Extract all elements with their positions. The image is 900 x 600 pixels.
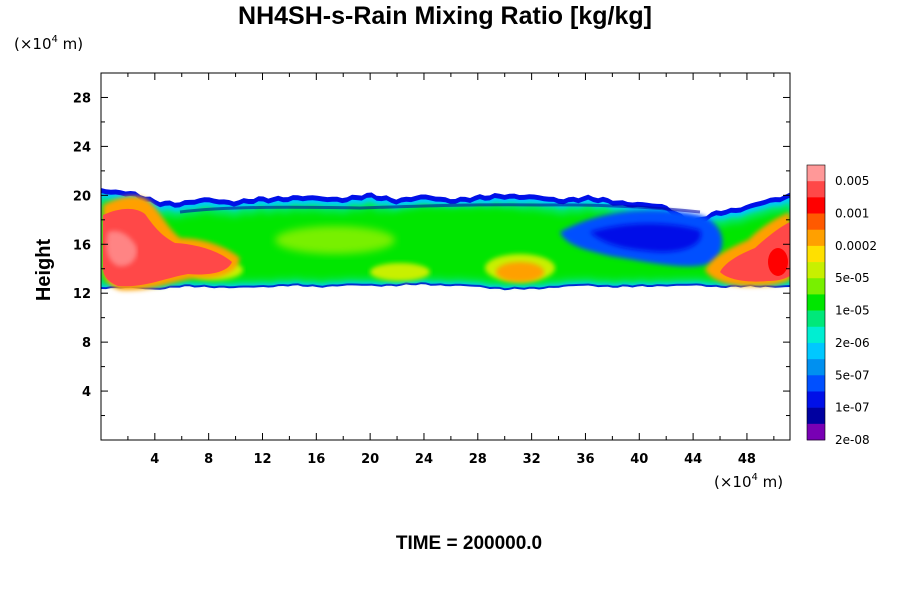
x-tick-label: 36 (576, 452, 594, 467)
colorbar-swatch (807, 181, 825, 198)
cloud-left-red (103, 208, 232, 287)
colorbar-swatch (807, 229, 825, 247)
x-tick-label: 8 (204, 452, 213, 467)
y-tick-label: 16 (73, 238, 91, 253)
y-tick-label: 8 (82, 336, 91, 351)
colorbar-swatch (807, 342, 825, 360)
colorbar-swatch (807, 423, 825, 441)
x-tick-label: 40 (630, 452, 648, 467)
colorbar-swatch (807, 375, 825, 392)
colorbar-frame (806, 164, 826, 441)
y-tick-label: 12 (73, 287, 91, 302)
time-label: TIME = 200000.0 (396, 533, 542, 554)
x-unit-exponent: 4 (752, 472, 758, 483)
cloud-top-fringe (179, 203, 701, 214)
y-tick-label: 20 (73, 189, 91, 204)
colorbar-swatch (807, 391, 825, 408)
colorbar-swatch (807, 310, 825, 328)
y-unit-base: (×10 (14, 35, 52, 53)
colorbar-swatch (807, 213, 825, 231)
cloud-deep-blue-region (590, 223, 701, 252)
x-unit-tail: m) (758, 473, 783, 491)
cloud-green-patch (385, 208, 525, 232)
colorbar-swatch (807, 407, 825, 425)
y-tick-label: 28 (73, 91, 91, 106)
colorbar-swatch (807, 278, 825, 295)
x-unit-base: (×10 (714, 473, 752, 491)
colorbar-swatch (807, 326, 825, 344)
colorbar-label: 0.005 (835, 174, 869, 188)
x-tick-label: 48 (738, 452, 756, 467)
cloud-right-core (768, 248, 788, 276)
x-tick-label: 28 (469, 452, 487, 467)
chart-title: NH4SH-s-Rain Mixing Ratio [kg/kg] (238, 2, 652, 30)
x-tick-label: 12 (253, 452, 271, 467)
colorbar-label: 2e-08 (835, 433, 870, 447)
x-tick-label: 20 (361, 452, 379, 467)
cloud-orange-patch (496, 262, 544, 282)
x-tick-label: 24 (415, 452, 433, 467)
plot-frame (100, 72, 791, 441)
colorbar-swatch (807, 165, 825, 182)
colorbar-label: 0.0002 (835, 239, 877, 253)
colorbar: 0.005 0.001 0.0002 5e-05 1e-05 2e-06 5e-07 1e-0… (806, 164, 877, 447)
y-axis-label: Height (33, 239, 55, 302)
x-axis-unit: (×104 m) (714, 472, 783, 491)
colorbar-swatch (807, 359, 825, 376)
x-tick-label: 4 (150, 452, 159, 467)
y-tick-label: 4 (82, 385, 91, 400)
y-unit-exponent: 4 (52, 34, 58, 45)
colorbar-label: 1e-07 (835, 401, 870, 415)
colorbar-swatch (807, 262, 825, 279)
x-axis-ticks: 4 8 12 16 20 24 28 32 36 40 44 48 (127, 73, 775, 467)
colorbar-label: 5e-05 (835, 271, 870, 285)
y-axis-ticks: 4 8 12 16 20 24 28 (73, 91, 790, 417)
cloud-yellow-patch (370, 263, 430, 281)
colorbar-label: 2e-06 (835, 336, 870, 350)
colorbar-swatch (807, 294, 825, 311)
y-unit-tail: m) (58, 35, 83, 53)
x-tick-label: 16 (307, 452, 325, 467)
cloud-field (101, 188, 790, 291)
colorbar-label: 0.001 (835, 207, 869, 221)
cloud-left-pink (106, 230, 137, 267)
colorbar-swatch (807, 197, 825, 214)
colorbar-label: 1e-05 (835, 304, 870, 318)
x-tick-label: 44 (684, 452, 702, 467)
colorbar-swatch (807, 245, 825, 263)
cloud-lime-patch (275, 226, 395, 254)
y-axis-unit: (×104 m) (14, 34, 83, 53)
x-tick-label: 32 (523, 452, 541, 467)
y-tick-label: 24 (73, 140, 91, 155)
colorbar-label: 5e-07 (835, 368, 870, 382)
